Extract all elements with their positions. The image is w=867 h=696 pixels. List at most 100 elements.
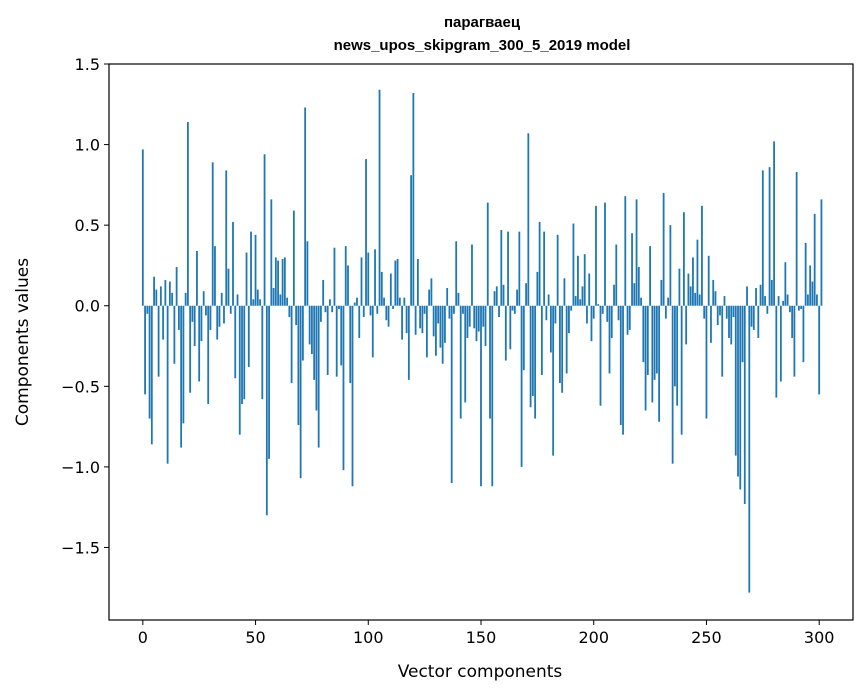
bar bbox=[405, 305, 408, 334]
x-tick-label: 300 bbox=[804, 628, 835, 647]
bar bbox=[155, 289, 158, 306]
bar bbox=[568, 305, 570, 334]
bar bbox=[410, 175, 413, 306]
y-tick-label: −0.5 bbox=[61, 377, 100, 396]
bar bbox=[171, 292, 174, 306]
bar bbox=[425, 305, 428, 358]
y-tick-label: 0.5 bbox=[75, 216, 100, 235]
bar bbox=[588, 273, 591, 306]
bar bbox=[791, 305, 794, 338]
bar bbox=[175, 267, 178, 306]
bar bbox=[712, 279, 715, 306]
y-tick-label: −1.0 bbox=[61, 458, 100, 477]
bar bbox=[619, 305, 622, 425]
bar bbox=[153, 276, 155, 306]
bar bbox=[150, 305, 153, 445]
bar bbox=[412, 93, 415, 306]
bar bbox=[473, 305, 476, 329]
bar bbox=[189, 305, 192, 393]
bar bbox=[162, 305, 165, 340]
x-axis-label: Vector components bbox=[398, 662, 563, 682]
y-tick-label: −1.5 bbox=[61, 538, 100, 557]
bar bbox=[752, 305, 755, 330]
bar bbox=[816, 294, 818, 306]
bar bbox=[797, 305, 800, 311]
bar bbox=[820, 199, 823, 306]
bar bbox=[441, 305, 444, 364]
y-tick-label: 1.0 bbox=[75, 136, 100, 155]
bar bbox=[554, 305, 557, 324]
bar bbox=[660, 279, 663, 306]
bar bbox=[556, 234, 559, 306]
bar bbox=[534, 305, 537, 419]
bar bbox=[281, 259, 284, 306]
bar bbox=[482, 305, 485, 327]
bar bbox=[793, 305, 796, 377]
bar bbox=[673, 305, 676, 387]
bar bbox=[326, 305, 329, 376]
bar bbox=[719, 305, 721, 316]
bar bbox=[315, 305, 318, 411]
bar bbox=[495, 286, 498, 306]
x-tick-label: 0 bbox=[138, 628, 148, 647]
bar bbox=[331, 305, 334, 313]
bar bbox=[196, 250, 198, 306]
bar bbox=[813, 213, 816, 306]
y-axis: 1.5 1.0 0.5 0.0 −0.5 −1.0 −1.5 bbox=[61, 55, 109, 557]
bar bbox=[628, 305, 631, 330]
bar bbox=[205, 305, 207, 316]
bar bbox=[802, 305, 805, 363]
bar bbox=[549, 305, 552, 353]
x-axis: 0 50 100 150 200 250 300 bbox=[138, 620, 835, 647]
bar bbox=[795, 171, 798, 306]
bar bbox=[547, 294, 550, 306]
bar bbox=[324, 305, 327, 313]
bar bbox=[256, 289, 259, 306]
bar bbox=[376, 305, 379, 314]
bar bbox=[773, 141, 775, 306]
bar bbox=[304, 107, 307, 306]
bar bbox=[475, 305, 478, 342]
bar bbox=[407, 305, 410, 380]
bar bbox=[168, 281, 171, 306]
bar bbox=[383, 297, 385, 306]
bar bbox=[766, 305, 769, 314]
bar bbox=[737, 305, 739, 477]
bar bbox=[748, 305, 751, 593]
bar bbox=[180, 305, 183, 448]
bar bbox=[225, 170, 228, 306]
bar bbox=[818, 305, 821, 395]
bar bbox=[347, 265, 349, 306]
bar bbox=[243, 305, 246, 400]
bar bbox=[518, 231, 521, 306]
bar bbox=[683, 212, 685, 306]
bar bbox=[613, 284, 615, 306]
bar bbox=[574, 296, 577, 306]
bar bbox=[513, 305, 516, 314]
bar bbox=[308, 305, 311, 345]
bar bbox=[570, 305, 573, 311]
bar bbox=[439, 305, 442, 348]
bar bbox=[184, 292, 187, 306]
bar bbox=[689, 286, 692, 306]
bar bbox=[694, 292, 697, 306]
bar bbox=[572, 223, 575, 306]
bar bbox=[678, 268, 681, 306]
bar bbox=[511, 305, 514, 311]
bar bbox=[148, 305, 151, 419]
bar bbox=[166, 305, 169, 464]
bar bbox=[491, 305, 494, 487]
bar bbox=[599, 305, 602, 406]
bar bbox=[635, 199, 638, 306]
bar bbox=[531, 305, 534, 396]
bar bbox=[200, 305, 203, 342]
bar bbox=[173, 305, 176, 364]
bar bbox=[516, 289, 518, 306]
bar bbox=[374, 249, 376, 306]
bar bbox=[563, 278, 566, 306]
bar bbox=[592, 305, 595, 319]
bar bbox=[380, 271, 383, 306]
bar bbox=[317, 305, 320, 448]
bar bbox=[193, 305, 196, 347]
bar bbox=[268, 305, 270, 459]
